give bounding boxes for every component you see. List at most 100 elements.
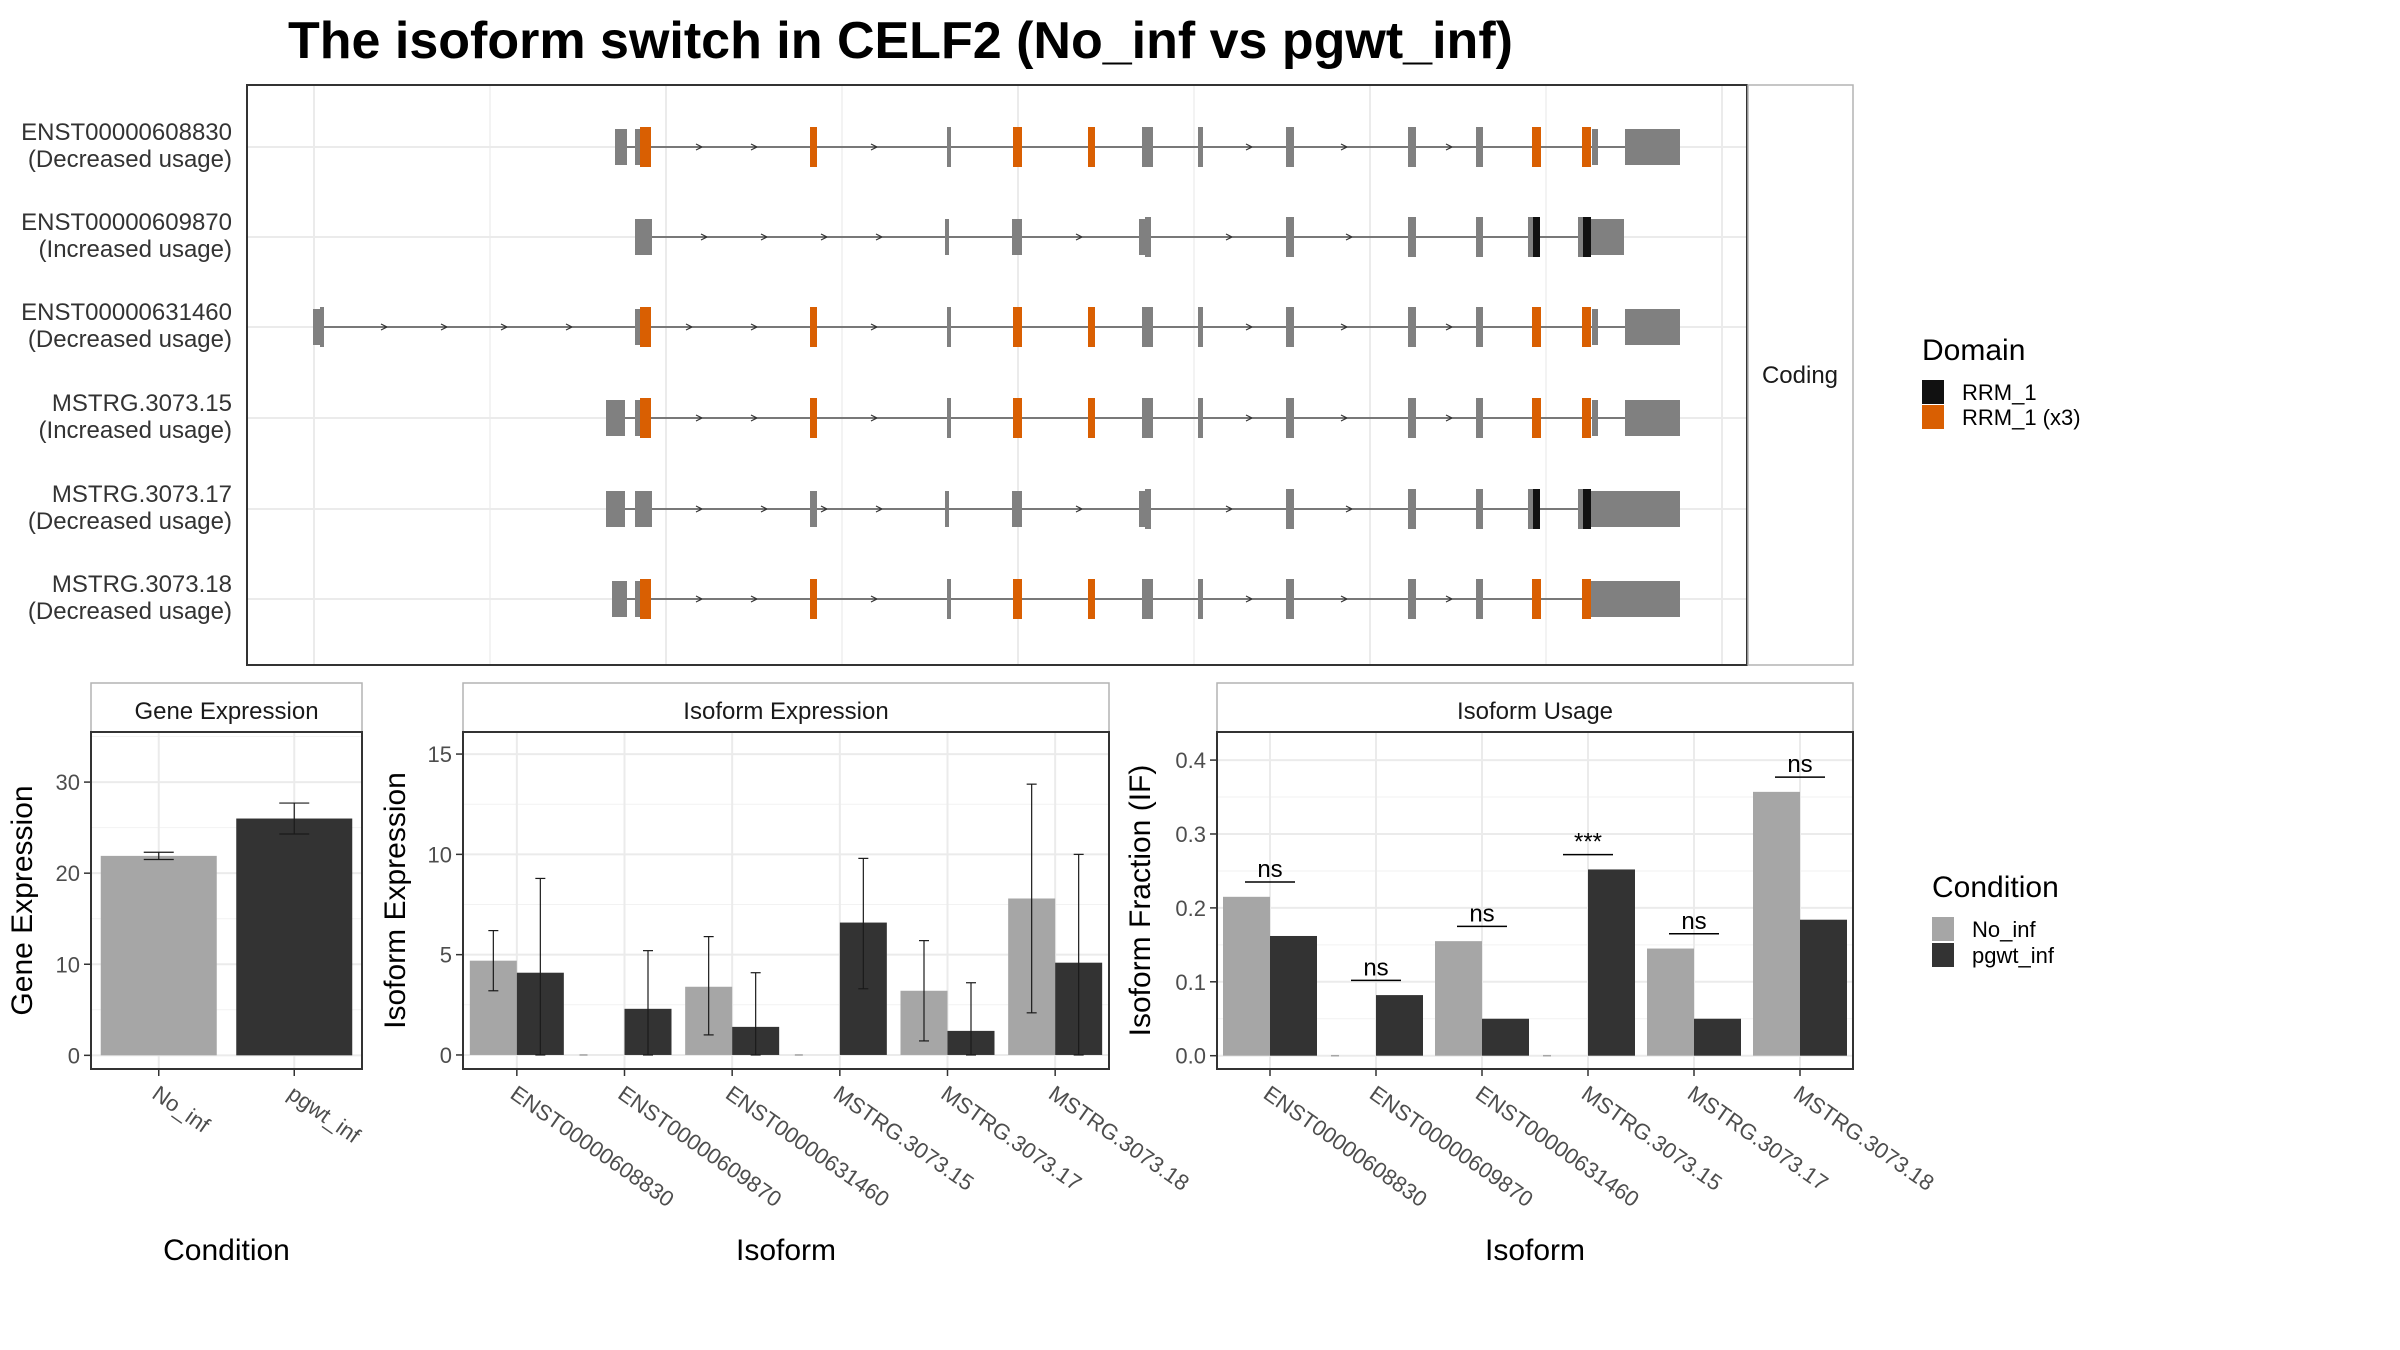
exon (1408, 217, 1416, 257)
significance-label: ns (1257, 856, 1282, 883)
bar (1694, 1018, 1741, 1056)
condition-legend: Condition No_inf pgwt_inf (1932, 871, 2059, 968)
strand-arrow (1445, 143, 1454, 151)
exon (1012, 491, 1022, 527)
coding-strip-label: Coding (1762, 362, 1838, 389)
exon (945, 219, 949, 255)
strand-arrow (875, 233, 884, 241)
exon (1142, 398, 1153, 438)
y-tick-label: 30 (56, 770, 80, 795)
strand-arrow (870, 323, 879, 331)
exon (1591, 491, 1680, 527)
exon-rrm1-x3 (1013, 307, 1022, 347)
bar (1753, 791, 1800, 1056)
strand-arrow (1345, 233, 1354, 241)
exon (1625, 309, 1680, 345)
gene-expression-panel: Gene Expression 0 10 20 30 No_inf pgwt_inf Gene… (6, 682, 366, 1267)
bar (1223, 896, 1270, 1056)
strand-arrow (1245, 595, 1254, 603)
bar (236, 818, 353, 1056)
panel-strip-label: Gene Expression (134, 698, 318, 725)
strand-arrow (1225, 505, 1234, 513)
domain-legend-title: Domain (1922, 334, 2025, 367)
exon (945, 491, 949, 527)
exon (1591, 219, 1624, 255)
exon (1198, 579, 1203, 619)
exon (1142, 579, 1153, 619)
legend-label-rrm1: RRM_1 (1962, 380, 2037, 405)
exon (1528, 489, 1533, 529)
isoform-expression-panel: Isoform Expression051015ENST00000608830E… (379, 682, 1194, 1267)
transcript-label: MSTRG.3073.15 (52, 390, 232, 417)
exon-rrm1-x3 (1088, 127, 1095, 167)
y-tick-label: 10 (428, 842, 452, 867)
strand-arrow (760, 233, 769, 241)
strand-arrow (870, 595, 879, 603)
strand-arrow (695, 414, 704, 422)
exon-rrm1-x3 (1532, 398, 1541, 438)
y-tick-label: 0 (68, 1043, 80, 1068)
exon (1286, 398, 1294, 438)
exon (1476, 489, 1483, 529)
strand-arrow (1225, 233, 1234, 241)
panel-border (1216, 731, 1854, 1070)
bar (1482, 1018, 1529, 1056)
transcript-structure-panel: ENST00000608830(Decreased usage)ENST0000… (21, 84, 1854, 666)
bar (100, 855, 217, 1056)
strand-arrow (695, 595, 704, 603)
strand-arrow (695, 505, 704, 513)
transcript-label: ENST00000631460 (21, 299, 232, 326)
strand-arrow (1445, 414, 1454, 422)
exon (1408, 489, 1416, 529)
exon (635, 219, 652, 255)
x-tick-label: pgwt_inf (283, 1081, 365, 1149)
strand-arrow (820, 505, 829, 513)
strand-arrow (1075, 505, 1084, 513)
panel-border (462, 731, 1110, 1070)
exon (1578, 489, 1583, 529)
exon (1476, 217, 1483, 257)
exon (1198, 127, 1203, 167)
strand-arrow (750, 595, 759, 603)
exon (1476, 307, 1483, 347)
exon-rrm1-x3 (1582, 398, 1591, 438)
bar (1435, 941, 1482, 1056)
transcript-label: MSTRG.3073.18 (52, 571, 232, 598)
legend-swatch-no-inf (1932, 917, 1954, 941)
exon (1142, 307, 1153, 347)
structure-tracks (313, 127, 1680, 619)
bar (1647, 948, 1694, 1056)
strand-arrow (1445, 323, 1454, 331)
exon (1286, 579, 1294, 619)
exon (606, 400, 625, 436)
significance-label: ns (1681, 908, 1706, 935)
strand-arrow (1245, 143, 1254, 151)
strand-arrow (1340, 414, 1349, 422)
exon-rrm1-x3 (1088, 579, 1095, 619)
exon-rrm1-x3 (810, 398, 817, 438)
condition-legend-title: Condition (1932, 871, 2059, 904)
strand-arrow (1345, 505, 1354, 513)
exon (615, 129, 627, 165)
isoform-usage-panel: Isoform Usage ns ns ns *** ns ns 0.0 0.1 0.2 0.3 0.… (1124, 682, 1939, 1267)
exon (1578, 217, 1583, 257)
y-tick-label: 15 (428, 742, 452, 767)
exon (1476, 579, 1483, 619)
y-tick-label: 0.1 (1175, 970, 1206, 995)
transcript-usage: (Decreased usage) (28, 146, 232, 173)
significance-label: ns (1787, 751, 1812, 778)
exon-rrm1-x3 (1013, 398, 1022, 438)
strand-arrow (1340, 323, 1349, 331)
exon-rrm1-x3 (1532, 307, 1541, 347)
strand-arrow (870, 143, 879, 151)
exon-rrm1-x3 (640, 307, 651, 347)
panel-strip-label: Isoform Usage (1457, 698, 1613, 725)
exon (635, 491, 652, 527)
exon (1591, 581, 1680, 617)
exon (1012, 219, 1022, 255)
exon (313, 309, 322, 345)
strand-arrow (1340, 143, 1349, 151)
exon (1145, 217, 1151, 257)
significance-label: ns (1363, 954, 1388, 981)
